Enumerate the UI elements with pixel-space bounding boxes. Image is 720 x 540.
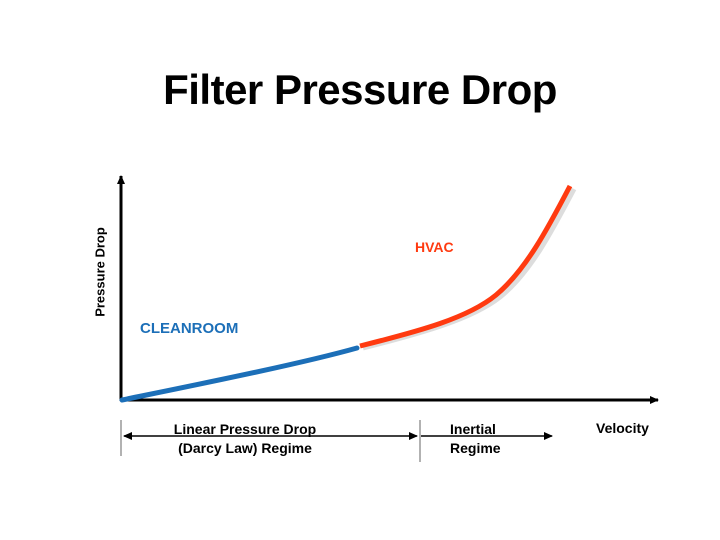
x-axis-label: Velocity [596, 420, 649, 436]
cleanroom-curve [119, 345, 360, 403]
hvac-curve [359, 184, 573, 349]
cleanroom-label: CLEANROOM [140, 320, 239, 337]
hvac-curve-shadow [362, 187, 577, 351]
linear-regime-line1: Linear Pressure Drop [173, 421, 317, 437]
linear-regime-label: Linear Pressure Drop (Darcy Law) Regime [150, 420, 340, 458]
inertial-regime-line1: Inertial [450, 421, 496, 437]
inertial-regime-label: Inertial Regime [450, 420, 501, 458]
chart-title: Filter Pressure Drop [163, 66, 557, 113]
inertial-regime-line2: Regime [450, 440, 501, 456]
linear-regime-line2: (Darcy Law) Regime [178, 440, 312, 456]
y-axis-label: Pressure Drop [92, 227, 108, 317]
hvac-label: HVAC [415, 239, 454, 255]
